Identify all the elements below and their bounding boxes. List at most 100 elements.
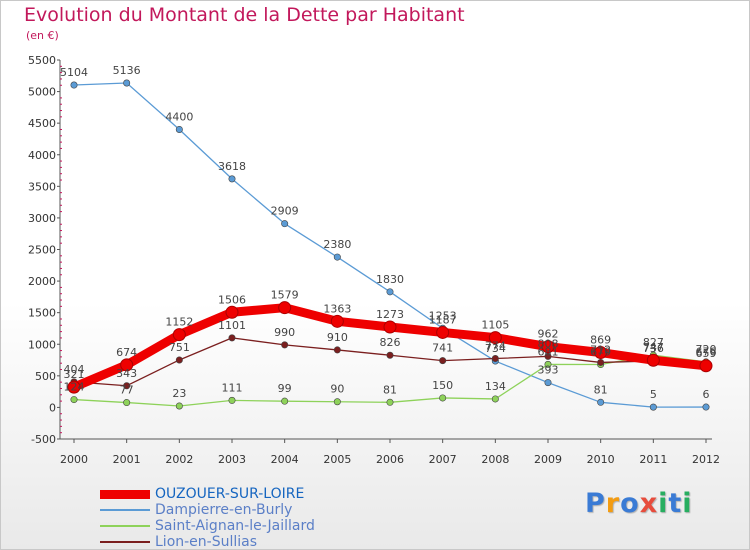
data-point [175,125,183,133]
data-label: 1152 [165,316,193,329]
data-point [491,395,499,403]
proxiti-logo: Proxiti [585,488,693,519]
data-label: 2909 [271,205,299,218]
data-label: 1187 [429,313,457,326]
y-tick-label: 4500 [28,117,56,130]
x-tick-label: 2012 [692,453,720,466]
logo-letter: t [668,488,683,519]
y-tick-label: 0 [49,401,56,414]
x-tick-label: 2008 [481,453,509,466]
logo-letter: x [639,488,659,519]
logo-letter: i [682,488,693,519]
data-label: 393 [538,364,559,377]
data-label: 774 [485,340,506,353]
y-tick-label: 3000 [28,212,56,225]
data-point [386,398,394,406]
data-label: 962 [538,328,559,341]
legend-swatch [100,489,150,499]
data-label: 712 [590,343,611,356]
data-point [278,301,292,315]
data-label: 736 [643,342,664,355]
data-point [488,331,502,345]
x-tick-label: 2007 [429,453,457,466]
y-tick-label: 5000 [28,86,56,99]
data-label: 99 [278,382,292,395]
data-label: 343 [116,367,137,380]
data-point [649,403,657,411]
data-point [491,355,499,363]
legend-swatch [100,525,150,527]
data-label: 124 [64,381,85,394]
data-label: 1363 [323,302,351,315]
legend-swatch [100,541,150,543]
legend-item: Saint-Aignan-le-Jaillard [100,518,315,534]
data-label: 1830 [376,273,404,286]
data-label: 869 [590,334,611,347]
data-label: 5136 [113,64,141,77]
data-label: 674 [116,346,137,359]
data-label: 734 [485,342,506,355]
data-label: 681 [538,345,559,358]
x-tick-label: 2001 [113,453,141,466]
data-label: 751 [169,341,190,354]
data-label: 676 [696,346,717,359]
data-point [594,346,608,360]
data-point [333,398,341,406]
data-label: 1101 [218,319,246,332]
data-label: 134 [485,380,506,393]
data-point [330,314,344,328]
data-label: 3618 [218,160,246,173]
data-label: 5 [650,388,657,401]
data-point [120,358,134,372]
data-label: 1105 [481,319,509,332]
data-point [383,320,397,334]
x-tick-label: 2005 [323,453,351,466]
data-point [172,328,186,342]
legend-item: OUZOUER-SUR-LOIRE [100,486,315,502]
data-point [702,403,710,411]
y-tick-label: 2000 [28,275,56,288]
data-label: 404 [64,363,85,376]
data-point [228,396,236,404]
data-label: 827 [643,336,664,349]
data-point [123,399,131,407]
data-label: 111 [222,381,243,394]
y-tick-label: -500 [31,433,56,446]
data-label: 990 [274,326,295,339]
data-label: 808 [538,337,559,350]
data-point [281,341,289,349]
data-point [646,353,660,367]
data-label: 2380 [323,238,351,251]
data-label: 90 [330,383,344,396]
data-point [333,346,341,354]
data-label: 6 [703,388,710,401]
data-point [541,340,555,354]
data-label: 1506 [218,293,246,306]
x-tick-label: 2003 [218,453,246,466]
legend-label: Dampierre-en-Burly [155,502,293,518]
data-label: 1579 [271,289,299,302]
data-label: 679 [590,346,611,359]
data-point [228,334,236,342]
data-point [123,382,131,390]
data-point [544,360,552,368]
data-label: 1253 [429,309,457,322]
data-point [228,175,236,183]
data-label: 77 [120,384,134,397]
data-point [544,352,552,360]
data-label: 1273 [376,308,404,321]
x-tick-label: 2011 [639,453,667,466]
logo-letter: r [605,488,621,519]
data-label: 659 [696,347,717,360]
data-point [123,79,131,87]
chart-subtitle: (en €) [26,29,59,42]
data-label: 81 [383,383,397,396]
data-point [436,325,450,339]
data-point [597,398,605,406]
data-point [439,357,447,365]
data-point [333,253,341,261]
x-tick-label: 2010 [587,453,615,466]
x-tick-label: 2000 [60,453,88,466]
